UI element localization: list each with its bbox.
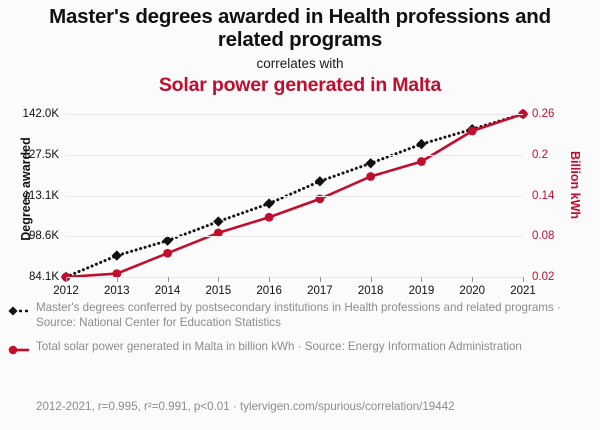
- y-axis-left-tick: 84.1K: [28, 271, 59, 283]
- gridline: [66, 277, 523, 278]
- page-subtitle: Solar power generated in Malta: [158, 73, 442, 96]
- footer-stats: 2012-2021, r=0.995, r²=0.991, p<0.01 · t…: [36, 400, 455, 413]
- y-axis-right-tick: 0.2: [532, 148, 548, 161]
- y-axis-right-tick: 0.26: [532, 108, 555, 120]
- data-point-marker: [518, 109, 528, 119]
- plot-region: 142.0K 0.26 127.5K 0.2 113.1K 0.14 98.6K 0.08 84…: [23, 108, 555, 297]
- legend: Master's degrees conferred by postsecond…: [8, 300, 592, 369]
- x-axis-tick-mark: [421, 277, 423, 282]
- y-axis-left-tick: 127.5K: [22, 148, 59, 161]
- gridline: [66, 236, 523, 238]
- x-axis-tick-label: 2013: [103, 285, 130, 297]
- x-axis-tick-label: 2018: [357, 285, 384, 297]
- x-axis-tick-label: 2020: [459, 285, 486, 297]
- y-axis-right-title: Billion kWh: [568, 150, 582, 220]
- legend-key-diamond-dotted: [8, 300, 36, 321]
- legend-key-circle-solid: [8, 339, 36, 360]
- x-axis-tick-label: 2016: [256, 285, 282, 297]
- y-axis-right-tick: 0.08: [532, 230, 555, 243]
- x-axis-tick-mark: [116, 277, 118, 282]
- x-axis-tick-mark: [167, 277, 169, 282]
- correlates-with-label: correlates with: [256, 55, 344, 71]
- legend-item-degrees: Master's degrees conferred by postsecond…: [8, 300, 592, 330]
- data-point-marker: [416, 138, 427, 150]
- x-axis-tick-mark: [218, 277, 220, 282]
- data-point-marker: [213, 228, 223, 238]
- data-point-marker: [315, 194, 325, 204]
- x-axis-tick-label: 2014: [154, 285, 181, 297]
- x-axis-tick-label: 2017: [307, 285, 333, 297]
- data-point-marker: [264, 212, 274, 222]
- data-point-marker: [112, 269, 122, 279]
- series-line: [64, 112, 525, 279]
- x-axis-tick-label: 2019: [408, 285, 435, 297]
- series-line: [64, 112, 525, 279]
- data-point-marker: [366, 172, 376, 181]
- series-lines: [60, 108, 529, 283]
- title-block: Master's degrees awarded in Health profe…: [0, 0, 600, 97]
- chart-area: Degrees awarded Billion kWh 142.0K 0.26 12…: [0, 104, 600, 299]
- y-axis-right-tick: 0.02: [532, 271, 555, 283]
- data-point-marker: [263, 198, 275, 209]
- x-axis-tick-mark: [319, 277, 321, 282]
- gridline: [66, 114, 523, 115]
- x-axis-tick-mark: [66, 277, 67, 282]
- data-point-marker: [163, 248, 172, 258]
- x-axis-tick-mark: [472, 277, 474, 282]
- x-axis-tick-label: 2012: [53, 285, 79, 297]
- x-axis-tick-mark: [523, 277, 524, 282]
- y-axis-left-tick: 113.1K: [23, 189, 59, 202]
- data-point-marker: [213, 216, 224, 227]
- data-point-marker: [111, 250, 122, 261]
- x-axis-tick-label: 2021: [510, 285, 536, 297]
- data-point-marker: [467, 126, 477, 136]
- x-axis-tick-mark: [370, 277, 372, 282]
- y-axis-left-tick: 98.6K: [28, 230, 59, 243]
- data-point-marker: [417, 157, 426, 166]
- y-axis-left-tick: 142.0K: [22, 108, 59, 120]
- x-axis-tick-label: 2015: [205, 285, 232, 297]
- x-axis-tick-mark: [269, 277, 271, 282]
- gridline: [66, 154, 523, 156]
- y-axis-right-tick: 0.14: [532, 189, 555, 202]
- data-point-marker: [365, 158, 376, 169]
- page-title: Master's degrees awarded in Health profe…: [49, 5, 551, 51]
- data-point-marker: [162, 235, 173, 246]
- data-point-marker: [314, 176, 326, 187]
- legend-label-degrees: Master's degrees conferred by postsecond…: [36, 301, 561, 330]
- gridline: [66, 195, 523, 197]
- legend-label-solar: Total solar power generated in Malta in …: [36, 340, 522, 354]
- legend-item-solar: Total solar power generated in Malta in …: [8, 339, 592, 360]
